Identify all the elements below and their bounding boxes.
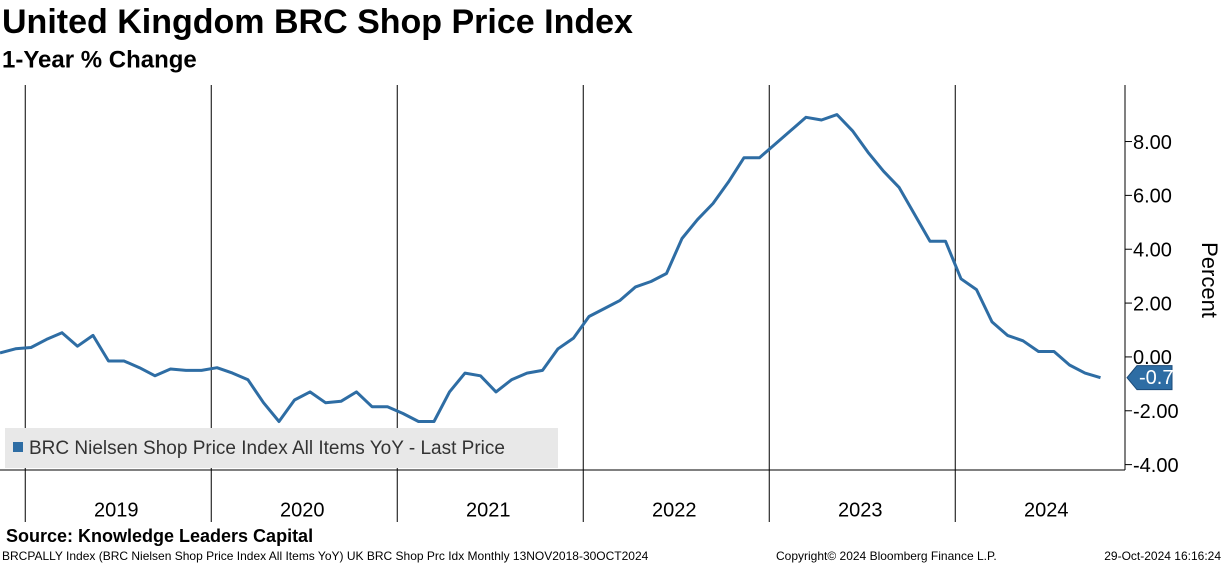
x-tick-label: 2023 (838, 499, 883, 521)
source: Source: Knowledge Leaders Capital (6, 526, 313, 546)
last-value-label: -0.77 (1139, 367, 1185, 389)
y-tick-label: 6.00 (1133, 186, 1172, 208)
y-tick-label: 0.00 (1133, 347, 1172, 369)
x-tick-label: 2022 (652, 499, 697, 521)
last-value-box (1126, 365, 1173, 391)
x-tick-label: 2020 (280, 499, 325, 521)
legend-swatch (13, 442, 23, 452)
y-tick-label: -2.00 (1133, 401, 1179, 423)
chart-subtitle: 1-Year % Change (2, 46, 197, 73)
footer: 29-Oct-2024 16:16:24 (1104, 549, 1221, 563)
footer: Copyright© 2024 Bloomberg Finance L.P. (776, 549, 997, 563)
legend-label: BRC Nielsen Shop Price Index All Items Y… (29, 438, 505, 459)
y-tick-label: 2.00 (1133, 293, 1172, 315)
y-tick-label: 4.00 (1133, 240, 1172, 262)
x-tick-label: 2021 (466, 499, 511, 521)
series-line (0, 113, 1101, 423)
y-axis-label: Percent (1197, 242, 1222, 318)
y-tick-label: 8.00 (1133, 132, 1172, 154)
x-tick-label: 2019 (94, 499, 139, 521)
y-tick-label: -4.00 (1133, 455, 1179, 477)
x-tick-label: 2024 (1024, 499, 1069, 521)
legend-box (5, 428, 558, 468)
chart-title: United Kingdom BRC Shop Price Index (2, 3, 633, 41)
footer: BRCPALLY Index (BRC Nielsen Shop Price I… (2, 549, 649, 563)
